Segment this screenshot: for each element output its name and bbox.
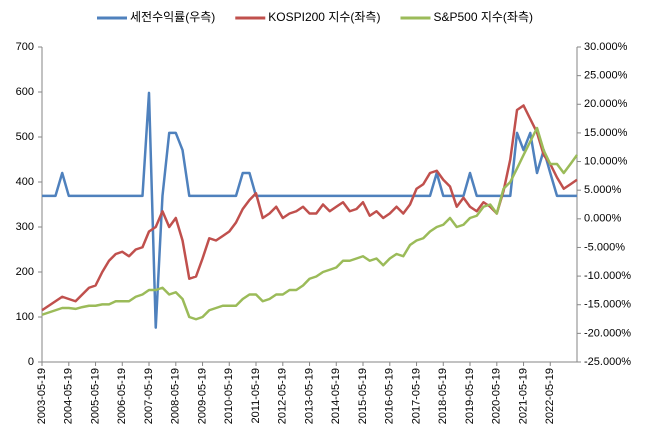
x-tick-label: 2015-05-19 [357,368,369,424]
y-tick-label: 400 [16,176,34,188]
x-tick-label: 2019-05-19 [464,368,476,424]
y2-tick-label: -25.000% [584,356,631,368]
series-line [42,91,577,329]
y-tick-label: 100 [16,311,34,323]
y2-tick-label: 15.000% [584,127,628,139]
y-tick-label: 200 [16,266,34,278]
x-tick-label: 2003-05-19 [36,368,48,424]
x-tick-label: 2009-05-19 [196,368,208,424]
x-tick-label: 2004-05-19 [63,368,75,424]
legend: 세전수익률(우측) KOSPI200 지수(좌측) S&P500 지수(좌측) [97,10,533,24]
y2-tick-label: 20.000% [584,98,628,110]
y-tick-label: 300 [16,221,34,233]
x-tick-label: 2020-05-19 [491,368,503,424]
x-tick-label: 2012-05-19 [277,368,289,424]
y2-tick-label: 30.000% [584,41,628,53]
x-tick-label: 2022-05-19 [544,368,556,424]
x-tick-label: 2008-05-19 [170,368,182,424]
x-tick-label: 2014-05-19 [330,368,342,424]
legend-label: KOSPI200 지수(좌측) [268,10,380,24]
x-tick-label: 2007-05-19 [143,368,155,424]
x-tick-label: 2006-05-19 [116,368,128,424]
series-line [41,126,579,321]
y2-tick-label: 25.000% [584,70,628,82]
x-tick-label: 2013-05-19 [303,368,315,424]
y2-tick-label: -5.000% [584,241,625,253]
x-tick-label: 2021-05-19 [517,368,529,424]
x-tick-label: 2011-05-19 [250,368,262,423]
y-tick-label: 600 [16,86,34,98]
y-tick-label: 0 [28,356,34,368]
y-tick-label: 500 [16,131,34,143]
y2-tick-label: -15.000% [584,299,631,311]
legend-label: 세전수익률(우측) [130,10,215,24]
y2-tick-label: -10.000% [584,270,631,282]
y2-tick-label: 10.000% [584,155,628,167]
x-tick-label: 2017-05-19 [410,368,422,424]
x-tick-label: 2010-05-19 [223,368,235,424]
x-tick-label: 2005-05-19 [89,368,101,424]
x-tick-label: 2016-05-19 [384,368,396,424]
y2-tick-label: 0.000% [584,213,622,225]
x-tick-label: 2018-05-19 [437,368,449,424]
y2-tick-label: -20.000% [584,327,631,339]
y-tick-label: 700 [16,41,34,53]
legend-label: S&P500 지수(좌측) [433,10,533,24]
y2-tick-label: 5.000% [584,184,622,196]
